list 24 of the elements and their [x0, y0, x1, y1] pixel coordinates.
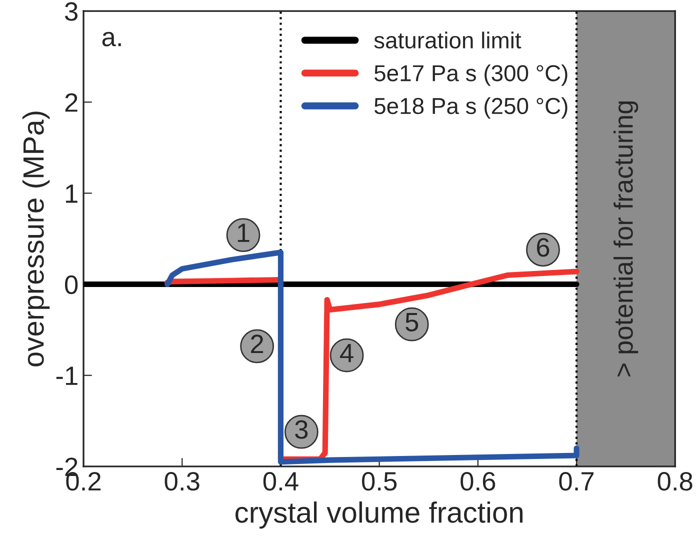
annotation: 3 [295, 420, 308, 439]
y-axis-title: overpressure (MPa) [22, 112, 50, 366]
legend-label: 5e17 Pa s (300 °C) [374, 64, 568, 86]
x-tick-label: 0.7 [559, 472, 594, 491]
annotation: 2 [251, 334, 264, 354]
band-label: > potential for fracturing [614, 101, 638, 376]
x-tick-label: 0.6 [460, 472, 496, 491]
annotation: 5 [406, 313, 418, 332]
y-tick-label: 1 [66, 184, 78, 203]
y-tick-label: 3 [64, 2, 78, 21]
annotation: 1 [238, 224, 250, 242]
x-tick-label: 0.8 [658, 472, 692, 491]
annotation: a. [102, 32, 121, 46]
y-tick-label: 2 [65, 93, 78, 112]
y-tick-label: 0 [65, 275, 78, 294]
annotation: 4 [340, 344, 354, 362]
x-tick-label: 0.4 [263, 472, 298, 491]
annotation: 6 [537, 238, 550, 257]
x-tick-label: 0.5 [362, 472, 397, 491]
x-axis-title: crystal volume fraction [235, 501, 523, 529]
legend-label: 5e18 Pa s (250 °C) [374, 97, 568, 119]
y-tick-label: -1 [56, 366, 78, 385]
legend-label: saturation limit [374, 32, 522, 48]
x-tick-label: 0.3 [164, 472, 200, 491]
